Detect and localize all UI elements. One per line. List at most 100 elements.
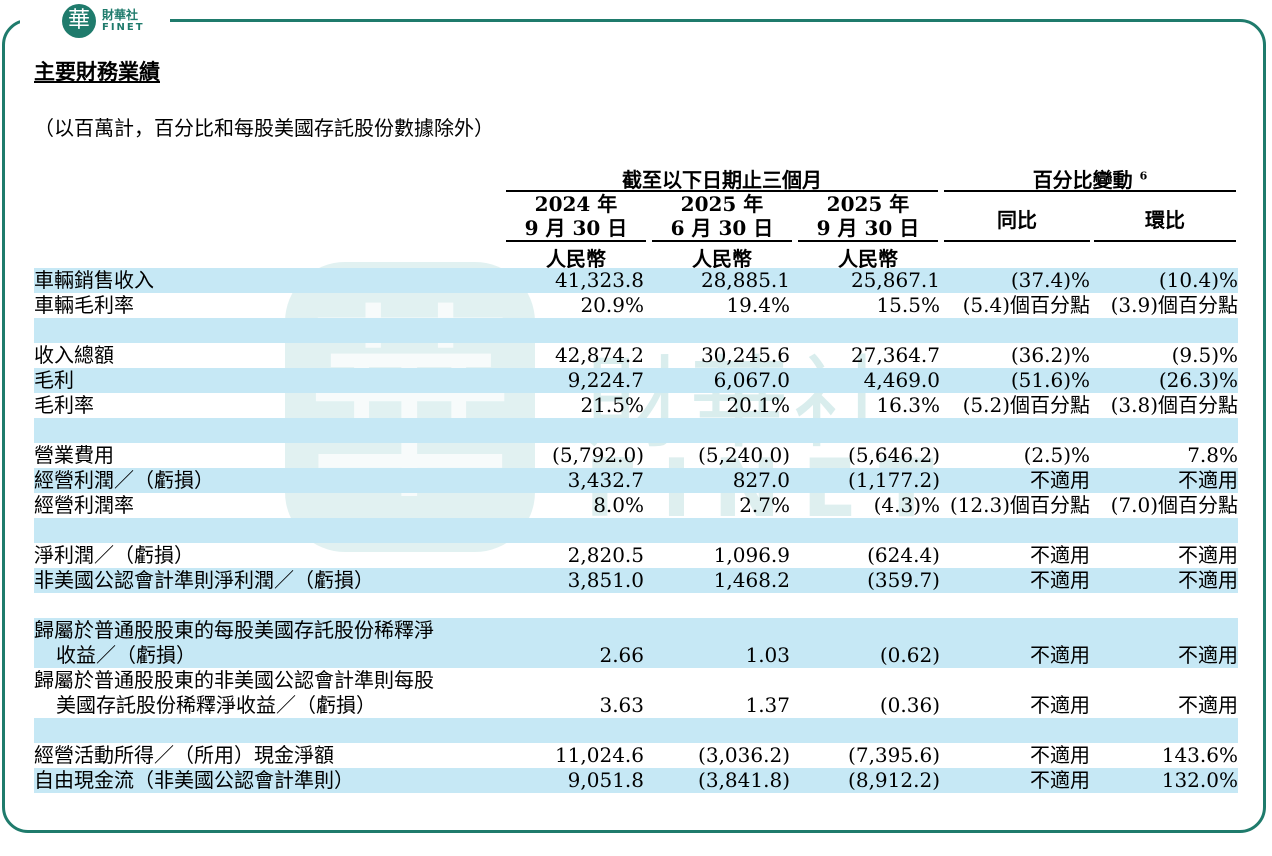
cell-yoy: (5.4)個百分點 <box>962 293 1090 317</box>
header-change-group: 百分比變動 6 <box>944 164 1236 193</box>
col-header-2025q2: 2025 年 6 月 30 日 <box>652 192 792 240</box>
brand-name-en: FINET <box>102 22 145 33</box>
cell-2024q3: 11,024.6 <box>554 743 644 767</box>
card-frame <box>2 19 1266 833</box>
col-header-2024q3: 2024 年 9 月 30 日 <box>506 192 646 240</box>
currency-label: 人民幣 <box>692 247 752 271</box>
cell-qoq: (10.4)% <box>1158 268 1238 292</box>
row-label: 歸屬於普通股股東的非美國公認會計準則每股 美國存託股份稀釋淨收益／（虧損） <box>34 668 434 718</box>
row-label: 非美國公認會計準則淨利潤／（虧損） <box>34 568 374 592</box>
col-year: 2024 年 <box>534 192 618 216</box>
section-title: 主要財務業績 <box>34 59 160 84</box>
cell-2025q3: (7,395.6) <box>848 743 940 767</box>
row-label: 營業費用 <box>34 443 114 467</box>
row-label: 毛利率 <box>34 393 94 417</box>
table-row: 歸屬於普通股股東的非美國公認會計準則每股 美國存託股份稀釋淨收益／（虧損） 3.… <box>34 668 1238 718</box>
footnote-marker: 6 <box>1139 169 1148 183</box>
table-row: 營業費用 (5,792.0) (5,240.0) (5,646.2) (2.5)… <box>34 443 1238 468</box>
cell-2024q3: 2.66 <box>599 643 644 667</box>
row-label: 自由現金流（非美國公認會計準則） <box>34 768 354 792</box>
cell-2024q3: 8.0% <box>593 493 644 517</box>
cell-qoq: 不適用 <box>1178 568 1238 592</box>
row-label-line2: 收益／（虧損） <box>56 643 196 667</box>
table-row: 淨利潤／（虧損） 2,820.5 1,096.9 (624.4) 不適用 不適用 <box>34 543 1238 568</box>
cell-yoy: (12.3)個百分點 <box>949 493 1090 517</box>
cell-2025q2: 827.0 <box>732 468 790 492</box>
table-row: 經營活動所得／（所用）現金淨額 11,024.6 (3,036.2) (7,39… <box>34 743 1238 768</box>
brand-logo: 華 財華社 FINET <box>20 0 170 44</box>
cell-2024q3: 20.9% <box>580 293 644 317</box>
cell-qoq: 132.0% <box>1161 768 1238 792</box>
cell-qoq: 不適用 <box>1178 468 1238 492</box>
cell-2025q2: 1,096.9 <box>713 543 790 567</box>
table-row: 毛利率 21.5% 20.1% 16.3% (5.2)個百分點 (3.8)個百分… <box>34 393 1238 418</box>
brand-name-cn: 財華社 <box>102 8 139 22</box>
row-label-line2: 美國存託股份稀釋淨收益／（虧損） <box>56 693 376 717</box>
row-label: 收入總額 <box>34 343 114 367</box>
row-label: 經營利潤率 <box>34 493 134 517</box>
cell-yoy: 不適用 <box>1030 693 1090 717</box>
cell-2024q3: (5,792.0) <box>552 443 644 467</box>
cell-qoq: (3.9)個百分點 <box>1110 293 1238 317</box>
col-rule <box>506 240 646 242</box>
col-date: 9 月 30 日 <box>524 216 628 240</box>
cell-2024q3: 9,224.7 <box>567 368 644 392</box>
col-rule <box>1094 240 1236 242</box>
table-row: 歸屬於普通股股東的每股美國存託股份稀釋淨 收益／（虧損） 2.66 1.03 (… <box>34 618 1238 668</box>
col-rule <box>798 240 938 242</box>
cell-qoq: (3.8)個百分點 <box>1110 393 1238 417</box>
table-row: 經營利潤率 8.0% 2.7% (4.3)% (12.3)個百分點 (7.0)個… <box>34 493 1238 518</box>
cell-yoy: 不適用 <box>1030 568 1090 592</box>
cell-2025q3: (0.62) <box>879 643 940 667</box>
spacer-row <box>34 418 1238 443</box>
row-label: 車輛銷售收入 <box>34 268 154 292</box>
col-rule <box>944 240 1090 242</box>
cell-2024q3: 42,874.2 <box>554 343 644 367</box>
table-row: 經營利潤／（虧損） 3,432.7 827.0 (1,177.2) 不適用 不適… <box>34 468 1238 493</box>
units-note: （以百萬計，百分比和每股美國存託股份數據除外） <box>34 116 494 140</box>
cell-2025q3: 4,469.0 <box>863 368 940 392</box>
col-header-qoq: 環比 <box>1145 208 1185 232</box>
cell-2024q3: 2,820.5 <box>567 543 644 567</box>
cell-yoy: 不適用 <box>1030 543 1090 567</box>
cell-qoq: 143.6% <box>1161 743 1238 767</box>
currency-label: 人民幣 <box>838 247 898 271</box>
table-row: 自由現金流（非美國公認會計準則） 9,051.8 (3,841.8) (8,91… <box>34 768 1238 793</box>
table-row: 車輛毛利率 20.9% 19.4% 15.5% (5.4)個百分點 (3.9)個… <box>34 293 1238 318</box>
cell-yoy: (36.2)% <box>1010 343 1090 367</box>
cell-2025q2: 28,885.1 <box>700 268 790 292</box>
table-row: 車輛銷售收入 41,323.8 28,885.1 25,867.1 (37.4)… <box>34 268 1238 293</box>
cell-yoy: (51.6)% <box>1010 368 1090 392</box>
header-period-group: 截至以下日期止三個月 <box>622 168 822 192</box>
cell-qoq: 不適用 <box>1178 643 1238 667</box>
cell-2025q3: (1,177.2) <box>848 468 940 492</box>
cell-qoq: (26.3)% <box>1158 368 1238 392</box>
cell-2025q3: (359.7) <box>867 568 940 592</box>
cell-2025q2: 30,245.6 <box>700 343 790 367</box>
cell-yoy: 不適用 <box>1030 768 1090 792</box>
col-date: 9 月 30 日 <box>816 216 920 240</box>
currency-label: 人民幣 <box>546 247 606 271</box>
cell-2025q3: (624.4) <box>867 543 940 567</box>
cell-yoy: (2.5)% <box>1023 443 1090 467</box>
cell-2025q2: 1.37 <box>745 693 790 717</box>
cell-2025q2: 1.03 <box>745 643 790 667</box>
header-rule <box>506 190 938 192</box>
row-label: 經營活動所得／（所用）現金淨額 <box>34 743 334 767</box>
cell-2025q3: 25,867.1 <box>850 268 940 292</box>
col-rule <box>652 240 792 242</box>
cell-2025q3: 16.3% <box>876 393 940 417</box>
cell-yoy: 不適用 <box>1030 643 1090 667</box>
cell-2025q2: (3,841.8) <box>698 768 790 792</box>
cell-2025q3: (8,912.2) <box>848 768 940 792</box>
col-header-yoy: 同比 <box>997 208 1037 232</box>
row-label-line1: 歸屬於普通股股東的每股美國存託股份稀釋淨 <box>34 618 434 642</box>
cell-2025q3: 27,364.7 <box>850 343 940 367</box>
col-header-2025q3: 2025 年 9 月 30 日 <box>798 192 938 240</box>
cell-2025q3: (0.36) <box>879 693 940 717</box>
cell-2025q2: 20.1% <box>726 393 790 417</box>
table-row: 非美國公認會計準則淨利潤／（虧損） 3,851.0 1,468.2 (359.7… <box>34 568 1238 593</box>
table-row: 毛利 9,224.7 6,067.0 4,469.0 (51.6)% (26.3… <box>34 368 1238 393</box>
cell-2025q3: (4.3)% <box>873 493 940 517</box>
col-date: 6 月 30 日 <box>670 216 774 240</box>
